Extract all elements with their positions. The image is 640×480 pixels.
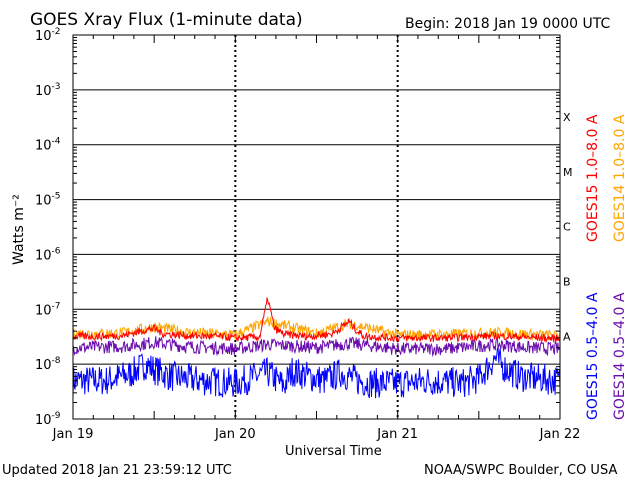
y-tick-label: 10-8	[35, 356, 61, 373]
legend-item: GOES14 1.0–8.0 A	[612, 114, 628, 242]
flare-class-label: C	[563, 221, 571, 234]
y-axis-label: Watts m⁻²	[11, 194, 27, 265]
y-tick-label: 10-9	[35, 411, 61, 428]
grid-lines	[73, 34, 560, 420]
x-tick-label: Jan 19	[52, 427, 94, 442]
begin-time: Begin: 2018 Jan 19 0000 UTC	[405, 16, 610, 32]
x-axis-label: Universal Time	[285, 444, 382, 459]
x-tick-label: Jan 22	[539, 427, 581, 442]
y-tick-exponent: -9	[52, 411, 61, 421]
series-line	[72, 346, 561, 399]
y-tick-exponent: -7	[52, 301, 61, 311]
series-line	[72, 297, 561, 344]
y-tick-exponent: -6	[52, 246, 61, 256]
legend: GOES15 1.0–8.0 A GOES14 1.0–8.0 A GOES15 0…	[585, 114, 628, 420]
y-tick-label: 10-7	[35, 301, 61, 318]
y-tick-label: 10-3	[35, 82, 61, 99]
credit: NOAA/SWPC Boulder, CO USA	[424, 463, 617, 478]
y-tick-exponent: -2	[52, 27, 61, 37]
series-layer	[72, 297, 561, 399]
x-tick-label: Jan 20	[214, 427, 256, 442]
y-tick-label: 10-6	[35, 246, 61, 263]
legend-item: GOES14 0.5–4.0 A	[612, 292, 628, 420]
axis-ticks	[72, 35, 561, 419]
x-tick-label: Jan 21	[376, 427, 418, 442]
flare-class-label: M	[563, 166, 573, 179]
legend-item: GOES15 0.5–4.0 A	[585, 292, 601, 420]
y-tick-exponent: -8	[52, 356, 61, 366]
legend-item: GOES15 1.0–8.0 A	[585, 114, 601, 242]
flare-class-label: A	[563, 330, 571, 343]
y-tick-exponent: -5	[52, 192, 61, 202]
chart-title: GOES Xray Flux (1-minute data)	[30, 10, 303, 30]
flare-class-labels: A B C M X	[563, 111, 573, 343]
x-tick-labels: Jan 19 Jan 20 Jan 21 Jan 22	[52, 427, 581, 442]
y-tick-exponent: -3	[52, 82, 61, 92]
y-tick-exponent: -4	[52, 137, 61, 147]
flare-class-label: B	[563, 276, 571, 289]
y-tick-labels: 10-9 10-8 10-7 10-6 10-5 10-4 10-3 10-2	[35, 27, 61, 428]
y-tick-label: 10-4	[35, 137, 61, 154]
y-tick-label: 10-2	[35, 27, 61, 44]
y-tick-label: 10-5	[35, 192, 61, 209]
updated-time: Updated 2018 Jan 21 23:59:12 UTC	[2, 463, 232, 478]
series-line	[72, 336, 561, 358]
flare-class-label: X	[563, 111, 571, 124]
